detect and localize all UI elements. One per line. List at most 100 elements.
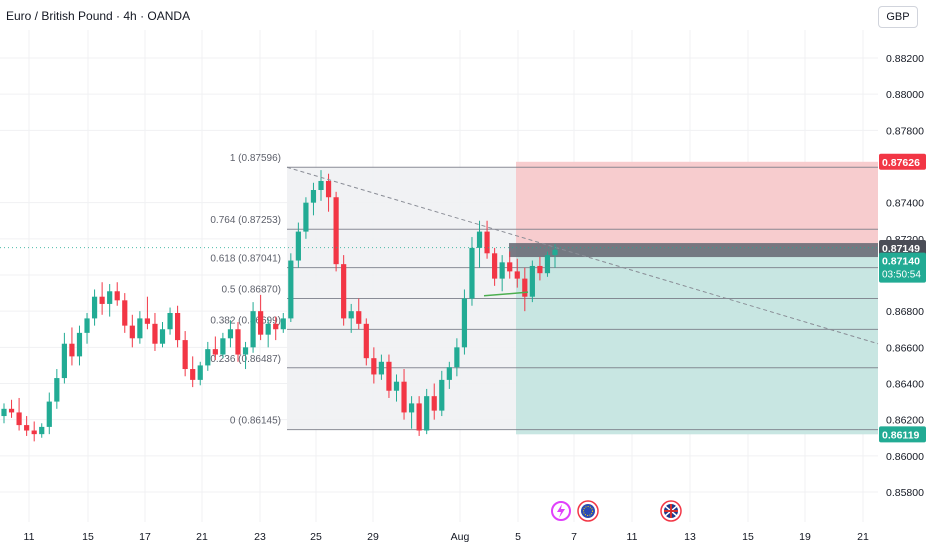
candle-body [99,296,105,304]
candle-body [122,300,128,326]
uk-flag-icon[interactable] [660,500,682,522]
candle-body [227,329,234,339]
fib-level-label: 0.764 (0.87253) [210,215,281,226]
entry-price-label: 0.87149 [882,243,920,255]
candle-body [16,412,22,426]
time-tick-label: 5 [515,531,521,543]
candle-body [24,425,30,431]
take-profit-zone[interactable] [516,248,878,435]
time-tick-label: 17 [139,531,151,543]
candle-body [552,249,558,256]
time-tick-label: 7 [571,531,577,543]
candle-body [46,401,52,427]
candle-body [424,396,430,431]
candle-body [144,318,151,324]
candle-body [386,361,392,391]
candle-body [544,255,551,274]
candle-body [499,262,505,279]
stop-loss-zone[interactable] [516,161,878,249]
candle-body [258,311,264,335]
candle-body [454,347,460,368]
eu-flag-icon[interactable] [577,500,599,522]
candle-body [341,264,347,319]
time-axis[interactable]: 11 15 17 21 23 25 29 Aug 5 7 11 13 15 19 21 [24,531,869,543]
candle-body [439,379,445,411]
candle-body [318,180,324,191]
entry-band[interactable] [509,243,878,258]
time-tick-label: 29 [367,531,379,543]
price-tick-label: 0.87800 [886,125,924,137]
candle-body [114,291,120,301]
candle-body [265,323,271,335]
stop-price-badge [879,153,926,170]
fib-level-label: 0.618 (0.87041) [210,254,281,265]
candle-body [61,343,67,379]
candle-body [333,197,339,265]
candle-body [303,202,309,232]
fib-level-label: 0.5 (0.86870) [222,285,282,296]
candle-body [69,343,75,357]
fib-level-label: 0.382 (0.86699) [210,315,281,326]
candle-body [522,278,528,297]
time-tick-label: 21 [857,531,869,543]
candle-body [446,367,452,380]
last-price-badge [879,252,926,283]
candle-body [152,323,158,344]
candle-body [507,262,513,272]
candle-body [401,381,407,413]
price-labels: 0.87626 0.87149 0.87140 03:50:54 0.86119 [879,153,926,443]
lightning-event-icon[interactable] [551,501,571,521]
fib-level-label: 0 (0.86145) [230,416,281,427]
candle-body [137,318,143,339]
candle-body [8,408,15,413]
candle-body [235,329,241,355]
price-tick-label: 0.86200 [886,415,924,427]
candle-body [31,430,37,435]
chart-title: Euro / British Pound · 4h · OANDA [6,9,191,23]
candle-body [325,180,332,198]
price-tick-label: 0.85800 [886,487,924,499]
candle-body [212,349,218,355]
time-tick-label: 11 [627,531,638,543]
time-tick-label: 23 [254,531,266,543]
bar-countdown-label: 03:50:54 [882,270,921,281]
currency-button[interactable]: GBP [878,6,918,28]
candle-body [484,231,490,254]
candle-body [310,190,317,203]
trendline[interactable] [286,166,879,345]
candle-body [378,361,384,375]
time-tick-label: 15 [742,531,754,543]
candle-body [1,408,7,417]
candle-body [461,298,468,348]
candle-body [408,403,415,413]
price-tick-label: 0.86600 [886,342,924,354]
candle-body [175,312,181,341]
horizontal-ray[interactable] [483,291,529,297]
candle-body [514,271,520,279]
candle-body [76,332,83,357]
candles [1,170,558,442]
candle-body [416,403,422,431]
candle-body [91,296,98,319]
event-markers[interactable] [551,500,682,522]
candle-body [129,325,135,339]
candle-body [492,253,498,279]
candle-body [288,260,294,319]
candle-body [167,312,173,330]
candle-body [84,318,90,333]
candle-body [371,358,377,375]
candle-body [537,265,543,274]
candle-body [197,365,203,380]
candle-body [280,318,286,330]
entry-price-badge [879,240,926,257]
candle-body [190,369,196,380]
stop-price-label: 0.87626 [882,157,920,169]
candle-body [529,265,535,297]
candle-body [159,329,166,344]
fib-level-label: 1 (0.87596) [230,153,281,164]
time-tick-label: 21 [196,531,208,543]
candle-body [182,340,188,370]
price-tick-label: 0.87400 [886,198,924,210]
